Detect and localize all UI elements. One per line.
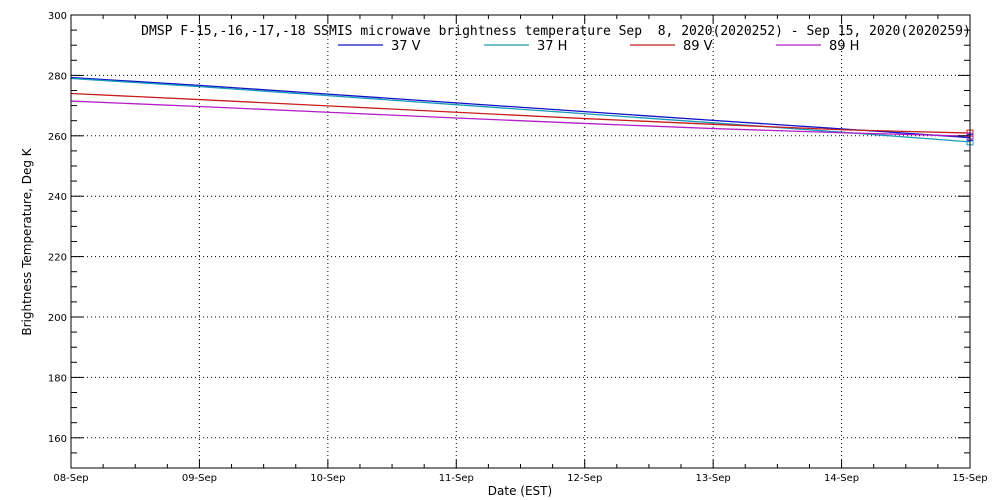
x-tick-label: 11-Sep (439, 473, 474, 484)
y-tick-label: 200 (48, 313, 67, 324)
x-tick-label: 09-Sep (182, 473, 217, 484)
y-tick-label: 280 (48, 71, 67, 82)
y-tick-labels: 160 180 200 220 240 260 280 300 (48, 11, 67, 445)
chart-title: DMSP F-15,-16,-17,-18 SSMIS microwave br… (141, 24, 971, 39)
y-tick-label: 240 (48, 192, 67, 203)
legend-label: 89 H (829, 39, 859, 54)
legend-label: 37 V (391, 39, 421, 54)
x-tick-label: 08-Sep (53, 473, 88, 484)
y-tick-label: 260 (48, 132, 67, 143)
y-tick-label: 300 (48, 11, 67, 22)
grid-lines (71, 15, 970, 468)
series-line (70, 92, 971, 134)
x-tick-label: 12-Sep (567, 473, 602, 484)
legend-label: 89 V (683, 39, 713, 54)
y-tick-label: 220 (48, 253, 67, 264)
plot-frame (70, 14, 971, 469)
x-tick-label: 14-Sep (824, 473, 859, 484)
x-tick-label: 15-Sep (952, 473, 987, 484)
x-tick-label: 13-Sep (696, 473, 731, 484)
series-line (70, 76, 971, 139)
y-axis-label: Brightness Temperature, Deg K (20, 147, 34, 335)
series-line (70, 100, 971, 137)
series-lines (70, 76, 974, 146)
legend-label: 37 H (537, 39, 567, 54)
series-line (70, 77, 971, 143)
x-tick-label: 10-Sep (310, 473, 345, 484)
x-axis-label: Date (EST) (488, 484, 552, 498)
x-tick-labels: 08-Sep 09-Sep 10-Sep 11-Sep 12-Sep 13-Sep 14-S… (53, 473, 987, 484)
legend: 37 V 37 H 89 V 89 H (338, 39, 859, 54)
y-tick-label: 160 (48, 434, 67, 445)
axis-ticks (70, 14, 971, 469)
y-tick-label: 180 (48, 373, 67, 384)
